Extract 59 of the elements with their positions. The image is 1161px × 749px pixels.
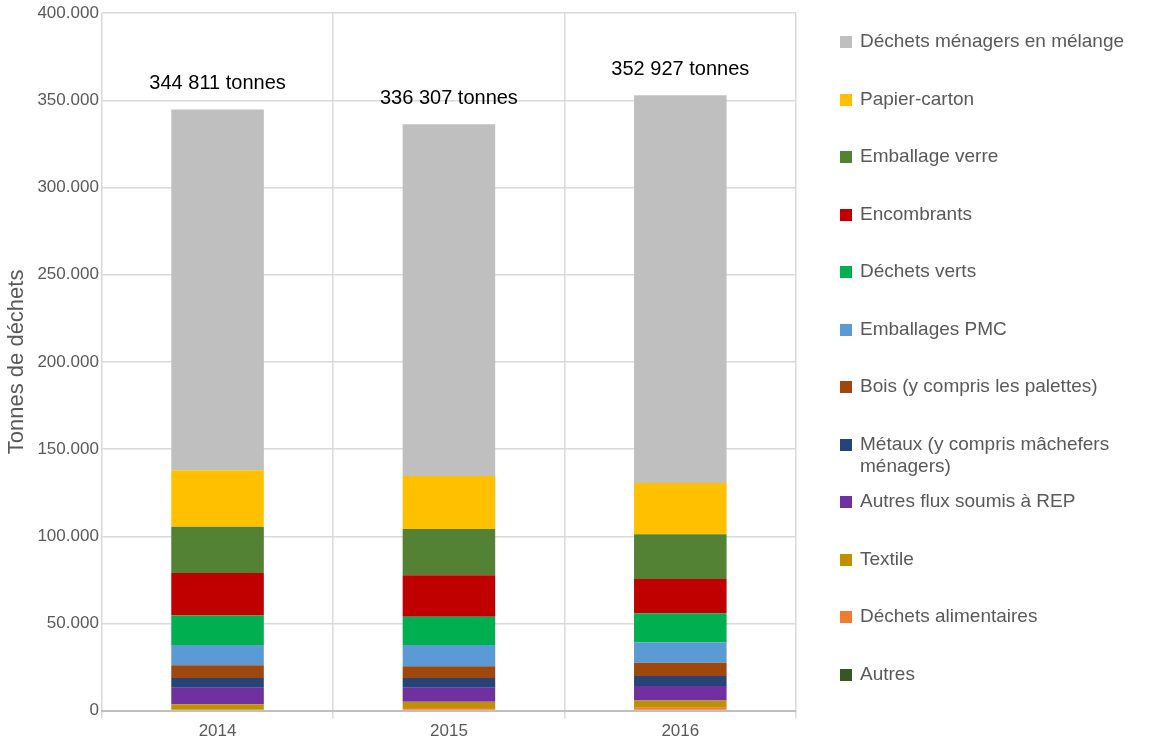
- bar: [402, 575, 496, 617]
- bar: [171, 678, 264, 688]
- total-label: 336 307 tonnes: [379, 85, 518, 108]
- legend-label: Bois (y compris les palettes): [860, 375, 1098, 397]
- x-tick-label: 2014: [198, 721, 237, 741]
- legend-label: Papier-carton: [860, 87, 975, 110]
- bar: [171, 687, 264, 705]
- bar: [634, 686, 727, 701]
- y-tick-label: 150.000: [37, 438, 99, 458]
- x-tick-label: 2015: [430, 721, 468, 741]
- x-tick-label: 2016: [661, 721, 700, 741]
- legend-label: Autres flux soumis à REP: [860, 490, 1076, 512]
- bar: [171, 665, 264, 678]
- bar: [634, 707, 727, 710]
- y-axis-title: Tonnes de déchets: [3, 269, 29, 455]
- legend-label: Autres: [860, 662, 915, 685]
- bar: [171, 645, 264, 666]
- bar: [634, 578, 727, 614]
- bar: [402, 666, 496, 678]
- y-tick-label: 250.000: [37, 264, 99, 284]
- y-tick-label: 0: [89, 700, 99, 720]
- bar: [171, 615, 264, 646]
- y-tick-label: 50.000: [46, 613, 99, 633]
- bar: [171, 470, 264, 527]
- bar: [634, 675, 727, 687]
- bar: [402, 678, 496, 688]
- legend-label: Emballage verre: [860, 145, 999, 167]
- legend-label: Déchets ménagers en mélange: [860, 30, 1125, 52]
- legend-label: Encombrants: [860, 202, 972, 225]
- bar: [171, 704, 264, 710]
- total-label: 344 811 tonnes: [149, 70, 286, 93]
- bar: [634, 482, 727, 535]
- bar: [171, 109, 264, 471]
- bar: [634, 700, 727, 708]
- bar: [634, 642, 727, 663]
- legend-label: Textile: [860, 547, 914, 570]
- bar: [634, 613, 727, 643]
- bar: [634, 662, 727, 676]
- legend-label: Déchets alimentaires: [860, 605, 1038, 627]
- bar: [402, 616, 496, 646]
- bar: [402, 687, 496, 702]
- bar: [171, 526, 264, 574]
- y-tick-label: 350.000: [37, 90, 99, 110]
- bar: [634, 534, 727, 579]
- bar: [402, 701, 496, 708]
- bar: [402, 476, 496, 529]
- legend-label: Déchets verts: [860, 260, 977, 282]
- total-label: 352 927 tonnes: [611, 56, 750, 79]
- bar: [634, 95, 727, 483]
- legend-label: Emballages PMC: [860, 317, 1007, 340]
- bar: [402, 528, 496, 576]
- y-tick-label: 200.000: [37, 351, 99, 371]
- bar: [402, 124, 496, 477]
- y-tick-label: 400.000: [37, 2, 99, 22]
- y-tick-label: 300.000: [37, 177, 99, 197]
- bar: [171, 573, 264, 616]
- y-tick-label: 100.000: [37, 525, 99, 545]
- bar: [402, 645, 496, 667]
- legend-label: Métaux (y compris mâchefers ménagers): [860, 432, 1111, 477]
